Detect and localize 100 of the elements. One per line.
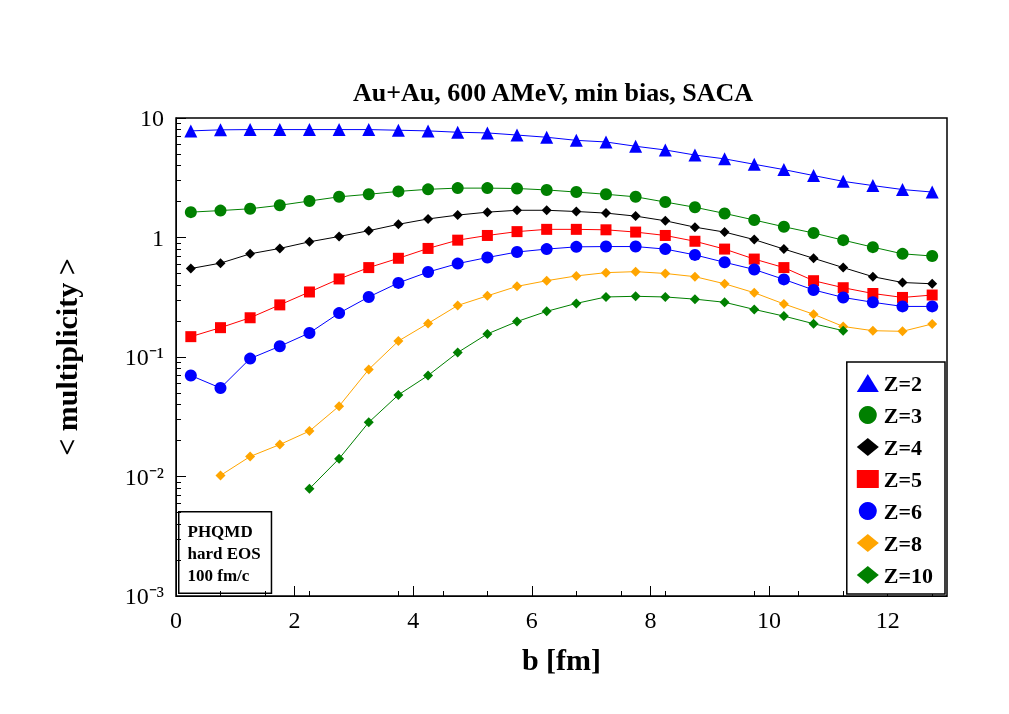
point (245, 451, 256, 462)
point (778, 311, 789, 322)
point (393, 336, 404, 347)
point (896, 183, 910, 197)
point (302, 123, 316, 137)
point (748, 214, 761, 227)
point (422, 242, 434, 254)
point (927, 278, 938, 289)
point (838, 325, 849, 336)
point (688, 201, 701, 214)
point (541, 205, 552, 216)
point (274, 439, 285, 450)
point (243, 123, 257, 137)
point (422, 266, 435, 279)
point (363, 262, 375, 274)
point (391, 123, 405, 137)
x-tick-label: 10 (757, 607, 782, 633)
point (569, 133, 583, 147)
point (213, 123, 227, 137)
point (215, 470, 226, 481)
point (333, 307, 346, 320)
point (600, 224, 612, 236)
point (719, 297, 730, 308)
point (185, 331, 197, 343)
point (215, 258, 226, 269)
point (630, 226, 642, 238)
point (571, 298, 582, 309)
point (303, 195, 316, 208)
point (184, 124, 198, 138)
point (896, 300, 909, 313)
point (392, 185, 405, 198)
y-tick-label: 10⁻¹ (124, 344, 164, 370)
point (659, 196, 672, 209)
point (334, 401, 345, 412)
point (689, 222, 700, 233)
point (718, 152, 732, 166)
x-tick-label: 0 (170, 607, 182, 633)
y-tick-label: 10 (140, 105, 164, 131)
point (748, 263, 761, 276)
point (540, 243, 553, 256)
point (540, 130, 554, 144)
point (867, 325, 878, 336)
point (749, 287, 760, 298)
point (925, 185, 939, 199)
annotation: PHQMD hard EOS 100 fm/c (187, 522, 261, 585)
point (808, 253, 819, 264)
point (510, 128, 524, 142)
point (629, 240, 642, 253)
point (778, 244, 789, 255)
legend-label: Z=8 (883, 530, 923, 556)
point (807, 283, 820, 296)
point (452, 300, 463, 311)
point (274, 243, 285, 254)
point (184, 369, 197, 382)
point (926, 250, 939, 263)
point (244, 202, 257, 215)
point (362, 290, 375, 303)
point (660, 291, 671, 302)
point (333, 190, 346, 203)
point (214, 322, 226, 334)
point (451, 125, 465, 139)
point (482, 328, 493, 339)
point (600, 291, 611, 302)
chart-title: Au+Au, 600 AMeV, min bias, SACA (352, 77, 754, 107)
point (244, 312, 256, 324)
point (896, 247, 909, 260)
point (304, 236, 315, 247)
point (393, 219, 404, 230)
point (749, 304, 760, 315)
point (512, 316, 523, 327)
x-tick-label: 4 (407, 607, 420, 633)
point (688, 148, 702, 162)
point (748, 253, 760, 265)
point (303, 326, 316, 339)
point (541, 223, 553, 235)
point (719, 278, 730, 289)
point (481, 182, 494, 195)
point (423, 370, 434, 381)
y-tick-label: 10⁻³ (124, 583, 164, 609)
point (541, 306, 552, 317)
point (658, 143, 672, 157)
point (897, 326, 908, 337)
point (363, 417, 374, 428)
point (689, 271, 700, 282)
point (599, 188, 612, 201)
point (274, 299, 286, 311)
point (214, 204, 227, 217)
point (629, 190, 642, 203)
point (481, 229, 493, 241)
point (570, 223, 582, 235)
point (304, 426, 315, 437)
point (245, 248, 256, 259)
point (660, 268, 671, 279)
point (777, 163, 791, 177)
point (423, 213, 434, 224)
point (747, 157, 761, 171)
point (807, 227, 820, 240)
legend-label: Z=3 (883, 402, 923, 428)
point (867, 271, 878, 282)
point (452, 210, 463, 221)
